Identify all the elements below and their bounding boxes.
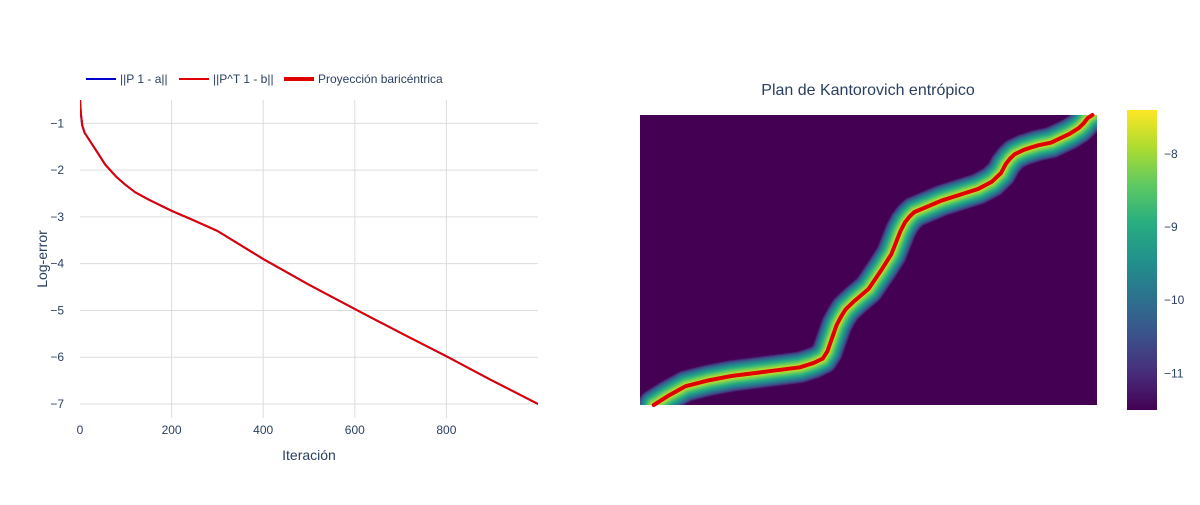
barycentric-projection-line <box>651 113 1095 407</box>
y-tick-label: −1 <box>50 116 64 130</box>
colorbar-tick-label: −9 <box>1164 220 1178 234</box>
y-tick-label: −3 <box>50 210 64 224</box>
barycentric-projection-layer <box>651 113 1095 407</box>
legend-item-p1a[interactable]: ||P 1 - a|| <box>86 72 168 86</box>
y-axis-ticks: −1 −2 −3 −4 −5 −6 −7 <box>50 116 64 411</box>
x-tick-label: 800 <box>436 423 456 437</box>
legend-label-pt1b: ||P^T 1 - b|| <box>213 72 274 86</box>
log-error-chart: −1 −2 −3 −4 −5 −6 −7 0 200 400 600 800 Iteración L… <box>34 100 538 463</box>
series-lines <box>80 100 538 405</box>
heatmap-plot <box>640 115 1097 405</box>
colorbar-tick-label: −8 <box>1164 147 1178 161</box>
y-tick-label: −6 <box>50 350 64 364</box>
colorbar-tick-label: −10 <box>1164 293 1185 307</box>
y-tick-label: −7 <box>50 397 64 411</box>
x-axis-title: Iteración <box>282 447 336 463</box>
x-tick-label: 0 <box>77 423 84 437</box>
kantorovich-plan-chart: Plan de Kantorovich entrópico −8 −9 −10 −11 <box>640 82 1185 410</box>
x-tick-label: 200 <box>162 423 182 437</box>
series-line-0 <box>80 100 538 405</box>
x-tick-label: 600 <box>345 423 365 437</box>
legend-label-p1a: ||P 1 - a|| <box>120 72 168 86</box>
x-tick-label: 400 <box>253 423 273 437</box>
legend-item-pt1b[interactable]: ||P^T 1 - b|| <box>179 72 274 86</box>
heatmap-image <box>640 115 1097 405</box>
legend-item-barycentric[interactable]: Proyección baricéntrica <box>284 72 443 86</box>
series-line-1 <box>80 100 538 405</box>
colorbar-tick-label: −11 <box>1164 366 1184 380</box>
legend-label-barycentric: Proyección baricéntrica <box>318 72 443 86</box>
colorbar: −8 −9 −10 −11 <box>1127 110 1185 410</box>
colorbar-scale <box>1127 110 1157 410</box>
grid-lines <box>80 100 538 418</box>
colorbar-ticks: −8 −9 −10 −11 <box>1164 147 1185 381</box>
y-axis-title: Log-error <box>34 230 50 288</box>
legend[interactable]: ||P 1 - a|| ||P^T 1 - b|| Proyección bar… <box>86 72 443 86</box>
y-tick-label: −5 <box>50 303 64 317</box>
heatmap-title: Plan de Kantorovich entrópico <box>761 82 975 99</box>
y-tick-label: −4 <box>50 257 64 271</box>
y-tick-label: −2 <box>50 163 64 177</box>
x-axis-ticks: 0 200 400 600 800 <box>77 423 457 437</box>
